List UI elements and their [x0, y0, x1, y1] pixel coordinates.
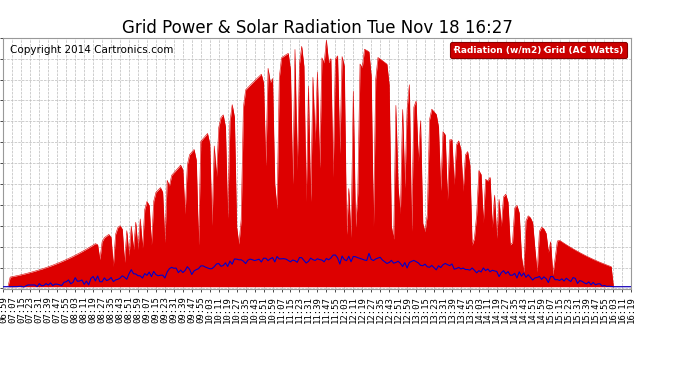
- Title: Grid Power & Solar Radiation Tue Nov 18 16:27: Grid Power & Solar Radiation Tue Nov 18 …: [122, 20, 513, 38]
- Legend: Radiation (w/m2), Grid (AC Watts): Radiation (w/m2), Grid (AC Watts): [451, 42, 627, 58]
- Text: Copyright 2014 Cartronics.com: Copyright 2014 Cartronics.com: [10, 45, 173, 55]
